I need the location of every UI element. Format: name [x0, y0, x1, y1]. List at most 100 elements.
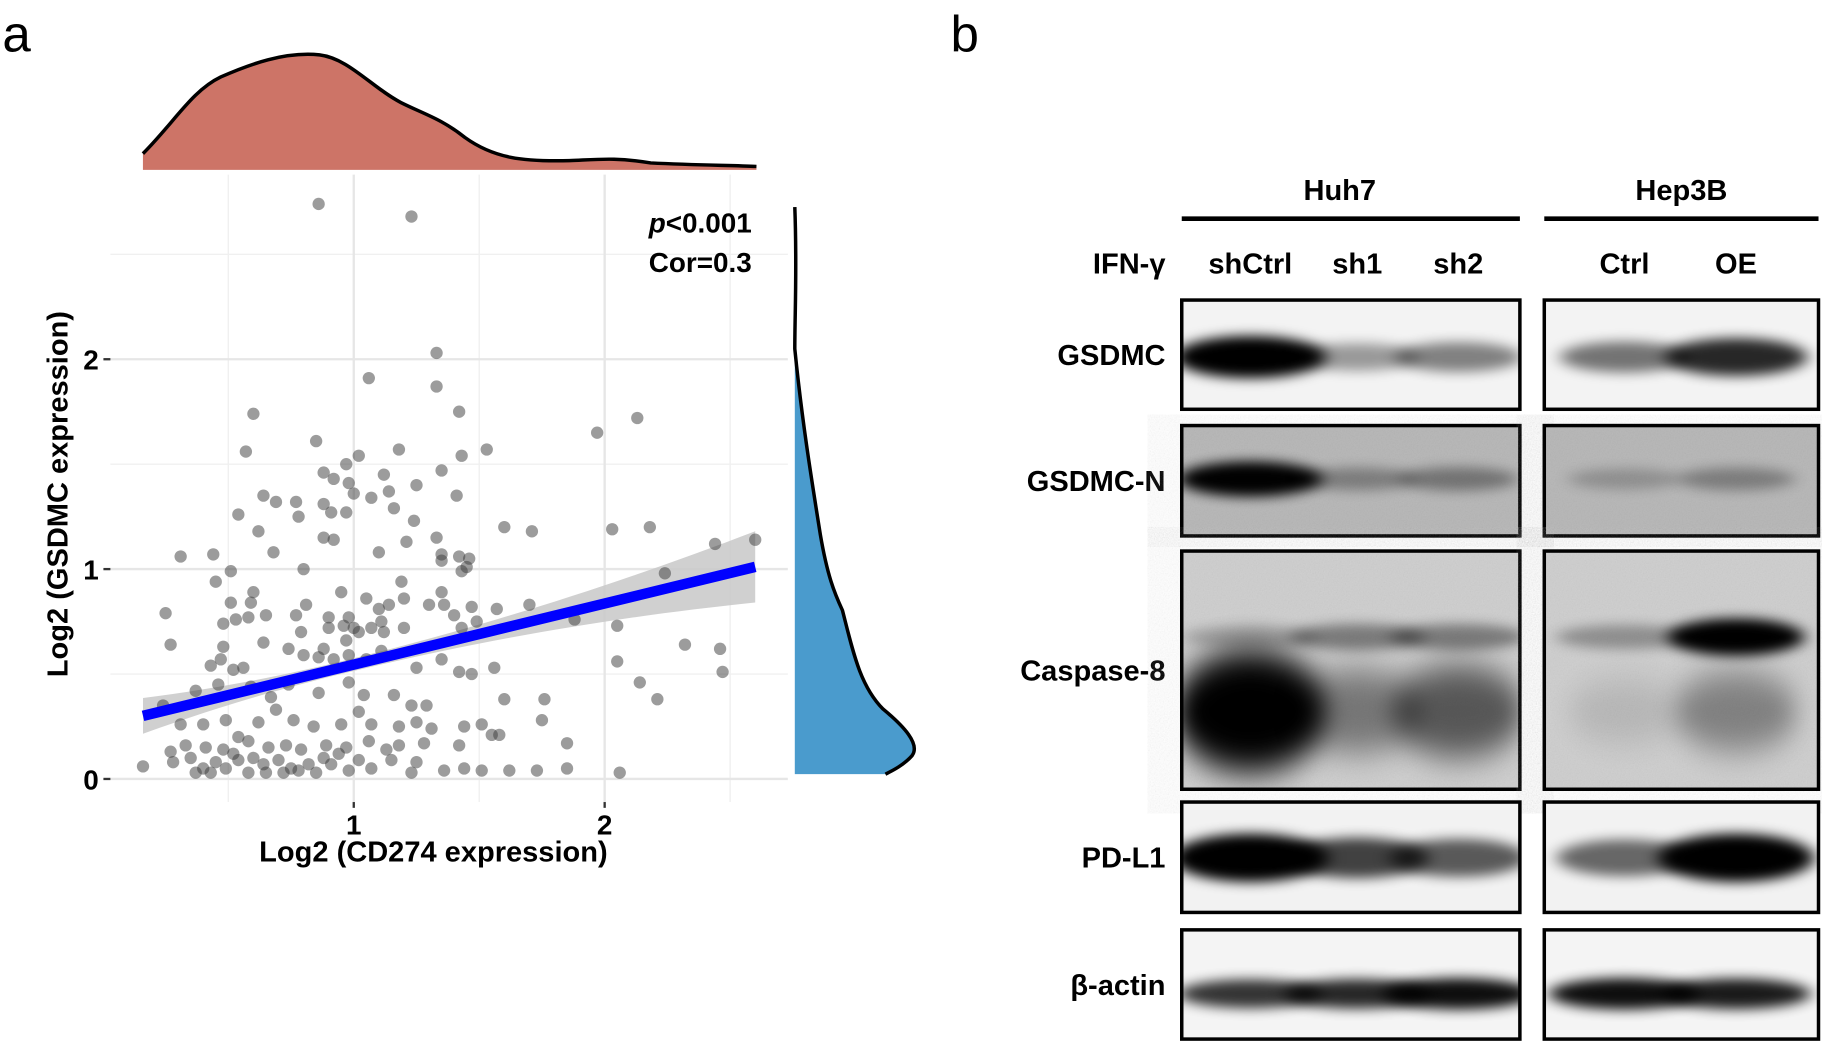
- data-point: [498, 520, 511, 534]
- data-point: [397, 592, 411, 605]
- protein-band: [1181, 335, 1326, 379]
- data-point: [437, 598, 451, 611]
- data-point: [392, 443, 406, 456]
- protein-band: [1657, 833, 1815, 882]
- data-point: [179, 739, 192, 752]
- data-point: [535, 714, 549, 727]
- data-point: [340, 634, 353, 647]
- membrane-border: [1180, 800, 1522, 915]
- data-point: [417, 737, 431, 750]
- data-point: [435, 464, 448, 477]
- data-point: [229, 613, 242, 626]
- data-point: [405, 699, 418, 712]
- membrane-border: [1542, 423, 1821, 538]
- data-point: [297, 562, 310, 576]
- protein-band: [1181, 650, 1326, 772]
- data-point: [425, 722, 438, 735]
- data-point: [317, 497, 330, 511]
- data-point: [708, 537, 722, 551]
- data-point: [392, 739, 406, 752]
- data-point: [498, 693, 511, 706]
- data-point: [352, 625, 365, 639]
- data-point: [312, 197, 325, 211]
- data-point: [357, 688, 370, 702]
- data-point: [284, 762, 298, 775]
- data-point: [465, 600, 478, 614]
- membrane-border: [1542, 298, 1821, 412]
- data-point: [458, 720, 471, 733]
- axis-ticks: 1 2 0 1 2: [83, 345, 612, 841]
- data-point: [289, 495, 303, 509]
- membrane-border: [1180, 423, 1522, 538]
- data-point: [452, 405, 466, 418]
- data-point: [227, 663, 240, 676]
- data-point: [437, 764, 451, 777]
- data-point: [475, 764, 488, 777]
- data-point: [269, 703, 283, 716]
- blot-membrane: [1542, 549, 1821, 792]
- membrane-border: [1180, 549, 1522, 792]
- group-label-huh7: Huh7: [1303, 175, 1376, 207]
- data-point: [299, 598, 313, 611]
- data-point: [385, 753, 398, 767]
- treatment-label: IFN-γ: [1093, 248, 1166, 280]
- data-point: [375, 615, 388, 628]
- data-point: [219, 714, 232, 727]
- data-point: [335, 718, 348, 731]
- data-point: [713, 642, 727, 656]
- group-label-hep3b: Hep3B: [1635, 175, 1727, 207]
- data-point: [405, 766, 418, 779]
- data-point: [387, 502, 401, 515]
- data-point: [410, 716, 423, 729]
- data-point: [164, 638, 177, 651]
- data-point: [272, 753, 285, 767]
- data-point: [435, 653, 448, 666]
- data-point: [749, 533, 762, 546]
- y-axis-title: Log2 (GSDMC expression): [42, 311, 74, 677]
- data-point: [560, 737, 574, 750]
- data-point: [377, 625, 391, 639]
- protein-band: [1298, 467, 1416, 491]
- data-point: [259, 609, 273, 622]
- data-point: [560, 762, 574, 775]
- data-point: [392, 720, 406, 733]
- membrane-border: [1542, 928, 1821, 1041]
- data-point: [430, 380, 443, 393]
- data-point: [264, 690, 278, 704]
- protein-band: [1181, 461, 1323, 497]
- membrane-background: [1544, 551, 1819, 790]
- data-point: [232, 508, 245, 521]
- data-point: [606, 523, 619, 536]
- data-point: [365, 762, 378, 775]
- data-point: [209, 756, 222, 769]
- data-point: [435, 554, 448, 567]
- protein-band: [1661, 978, 1811, 1010]
- data-point: [209, 575, 222, 588]
- data-point: [452, 665, 466, 679]
- data-point: [716, 665, 729, 679]
- lane-label-sh2: sh2: [1433, 248, 1483, 280]
- protein-band: [1568, 680, 1681, 743]
- data-point: [302, 758, 315, 771]
- data-point: [352, 705, 365, 718]
- data-point: [327, 533, 340, 546]
- blot-membrane: [1180, 928, 1522, 1041]
- data-point: [340, 506, 353, 519]
- data-point: [455, 621, 468, 635]
- data-point: [282, 642, 295, 656]
- data-point: [347, 487, 360, 500]
- data-point: [633, 676, 646, 689]
- protein-band: [1392, 665, 1520, 758]
- data-point: [395, 575, 408, 588]
- data-point: [197, 718, 210, 731]
- data-point: [380, 743, 393, 756]
- data-point: [365, 621, 378, 635]
- blot-membrane: [1180, 298, 1522, 412]
- data-point: [678, 638, 692, 651]
- data-point: [322, 611, 335, 624]
- data-point: [352, 753, 365, 767]
- data-point: [164, 745, 177, 758]
- data-point: [136, 760, 150, 773]
- data-point: [244, 596, 258, 609]
- data-point: [242, 735, 255, 748]
